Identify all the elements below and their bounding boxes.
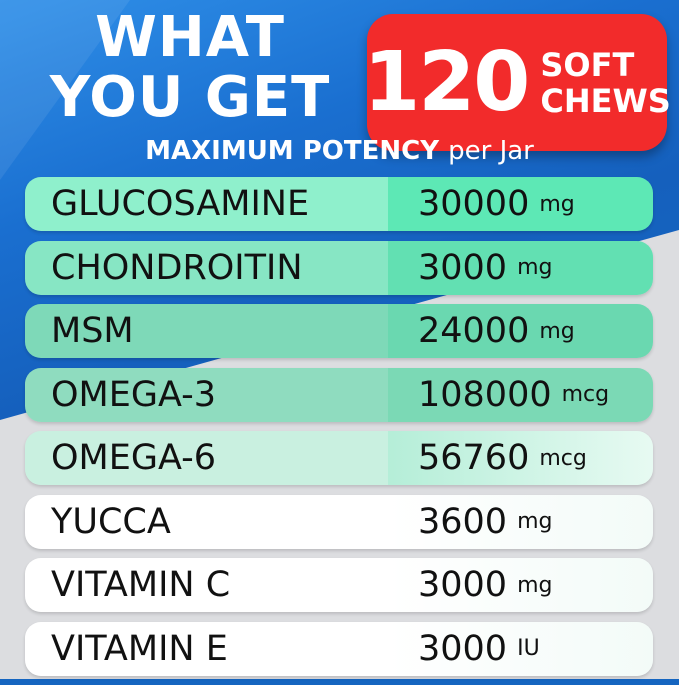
ingredient-name: GLUCOSAMINE — [25, 177, 388, 231]
badge-unit: SOFT CHEWS — [540, 45, 671, 120]
headline-line2: YOU GET — [49, 65, 331, 130]
ingredient-amount: 108000 mcg — [388, 367, 653, 422]
ingredient-name: YUCCA — [25, 494, 388, 549]
ingredient-name: VITAMIN E — [25, 621, 388, 676]
ingredient-row: YUCCA 3600 mg — [25, 494, 653, 549]
ingredient-name: OMEGA-3 — [25, 367, 388, 422]
ingredient-row: GLUCOSAMINE 30000 mg — [25, 177, 653, 231]
ingredient-name: VITAMIN C — [25, 558, 388, 612]
ingredient-row: OMEGA-3 108000 mcg — [25, 367, 653, 422]
ingredient-name: CHONDROITIN — [25, 240, 388, 295]
ingredient-amount: 24000 mg — [388, 304, 653, 358]
ingredient-row: OMEGA-6 56760 mcg — [25, 431, 653, 485]
ingredient-amount: 3000 IU — [388, 621, 653, 676]
ingredient-row: VITAMIN C 3000 mg — [25, 558, 653, 612]
ingredient-list: GLUCOSAMINE 30000 mg CHONDROITIN 3000 mg MSM… — [25, 177, 653, 685]
ingredient-amount: 3000 mg — [388, 240, 653, 295]
headline: WHAT YOU GET — [40, 8, 340, 128]
badge-number: 120 — [363, 35, 530, 130]
ingredient-amount: 3000 mg — [388, 558, 653, 612]
ingredient-amount: 3600 mg — [388, 494, 653, 549]
ingredient-row: VITAMIN E 3000 IU — [25, 621, 653, 676]
subtitle: MAXIMUM POTENCY per Jar — [145, 136, 534, 166]
ingredient-amount: 56760 mcg — [388, 431, 653, 485]
ingredient-name: OMEGA-6 — [25, 431, 388, 485]
ingredient-row: MSM 24000 mg — [25, 304, 653, 358]
headline-line1: WHAT — [95, 5, 285, 70]
ingredient-name: MSM — [25, 304, 388, 358]
ingredient-row: CHONDROITIN 3000 mg — [25, 240, 653, 295]
ingredient-amount: 30000 mg — [388, 177, 653, 231]
count-badge: 120 SOFT CHEWS — [363, 14, 671, 151]
